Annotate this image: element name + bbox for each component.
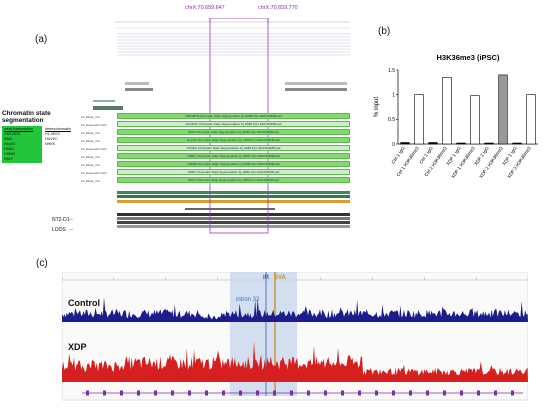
seg-bar-1: H1-hESC Chromatin State Segmentation by … — [117, 121, 350, 127]
legend-item: HSMM — [4, 152, 15, 156]
bar — [470, 95, 480, 145]
seg-side-label-3: 11_Weak_Txn — [81, 139, 101, 143]
gene-exon — [375, 390, 378, 396]
gene-exon — [358, 390, 361, 396]
gene-exon — [171, 390, 174, 396]
seg-bar-3: HepG2 Chromatin State Segmentation by HM… — [117, 137, 350, 143]
gene-exon — [205, 390, 208, 396]
legend-item: H1-hESC — [45, 132, 61, 136]
gene-exon — [409, 390, 412, 396]
y-tick-label: 1.5 — [388, 68, 395, 74]
panel-c-label: (c) — [36, 258, 48, 269]
gene-exon — [341, 390, 344, 396]
seg-bar-4: HUVEC Chromatin State Segmentation by HM… — [117, 145, 350, 151]
legend-item: NHEK — [45, 142, 55, 146]
bar — [498, 74, 508, 145]
igv-tracks — [62, 272, 528, 401]
gene-exon — [460, 390, 463, 396]
gene-exon — [392, 390, 395, 396]
y-tick-label: 0.5 — [388, 117, 395, 123]
bar — [414, 94, 424, 145]
gene-exon — [307, 390, 310, 396]
seg-side-label-4: 13_Heterochrom/lo — [81, 147, 107, 151]
gene-exon — [222, 390, 225, 396]
bar — [512, 142, 522, 145]
bar — [456, 142, 466, 145]
browser-header-svg — [93, 18, 350, 234]
seg-side-label-8: 11_Weak_Txn — [81, 179, 101, 183]
legend-col2-header: heterochromatin — [45, 127, 71, 131]
seg-side-label-5: 11_Weak_Txn — [81, 155, 101, 159]
seg-side-label-7: 13_Heterochrom/lo — [81, 171, 107, 175]
bar — [442, 77, 452, 145]
track-label-xdp: XDP — [68, 342, 87, 352]
legend-item: GM12878 — [4, 132, 20, 136]
seg-bar-2: K562 Chromatin State Segmentation by HMM… — [117, 129, 350, 135]
gene-exon — [188, 390, 191, 396]
y-tick-label: 1 — [392, 92, 395, 98]
gene-exon — [137, 390, 140, 396]
marker-right-label: chrX:70,659,770 — [258, 5, 298, 11]
seg-bar-5: HMEC Chromatin State Segmentation by HMM… — [117, 153, 350, 159]
xdp-coverage — [62, 341, 528, 382]
label-nt2d1: NT2-D1 — [52, 217, 70, 223]
legend-item: NHLF — [4, 157, 14, 161]
region-intron-label: intron 32 — [236, 297, 260, 303]
gene-exon — [273, 390, 276, 396]
legend-col1-header: weak transcription — [4, 127, 33, 131]
seg-side-label-2: 11_Weak_Txn — [81, 131, 101, 135]
chart-title: H3K36me3 (iPSC) — [437, 53, 500, 62]
seg-bar-7: NHEK Chromatin State Segmentation by HMM… — [117, 169, 350, 175]
seg-side-label-0: 11_Weak_Txn — [81, 115, 101, 119]
control-coverage — [62, 297, 528, 322]
gene-exon — [120, 390, 123, 396]
gene-exon — [103, 390, 106, 396]
seg-side-label-6: 11_Weak_Txn — [81, 163, 101, 167]
y-axis-label: % input — [374, 97, 380, 117]
legend-title: Chromatin state segmentation — [2, 110, 51, 124]
region-sva-label: SVA — [274, 275, 286, 281]
gene-exon — [86, 390, 89, 396]
label-arrows: → — [68, 216, 74, 222]
seg-bar-8: NHLF Chromatin State Segmentation by HMM… — [117, 177, 350, 183]
gene-exon — [494, 390, 497, 396]
region-ir-label: IR — [263, 275, 269, 281]
legend-item: HUVEC — [45, 137, 58, 141]
track-label-control: Control — [68, 298, 100, 308]
gene-exon — [443, 390, 446, 396]
bar — [428, 142, 438, 145]
gene-exon — [290, 390, 293, 396]
legend-item: K562 — [4, 137, 13, 141]
marker-left-label: chrX:70,659,647 — [185, 5, 225, 11]
chromatin-legend: Chromatin state segmentation weak transc… — [2, 110, 92, 163]
gene-exon — [477, 390, 480, 396]
gene-exon — [426, 390, 429, 396]
label-loos: LOOS — [52, 227, 66, 233]
gene-lines — [117, 33, 350, 56]
y-tick-label: 0 — [392, 142, 395, 148]
bar — [526, 94, 536, 145]
legend-item: HMEC — [4, 147, 15, 151]
seg-side-label-1: 13_Heterochrom/lo — [81, 123, 107, 127]
gene-exon — [511, 390, 514, 396]
bar — [484, 142, 494, 145]
label-arrows-2: → — [68, 226, 74, 232]
panel-a-label: (a) — [35, 34, 48, 45]
gene-exon — [154, 390, 157, 396]
bar — [400, 142, 410, 145]
seg-bar-6: HSMM Chromatin State Segmentation by HMM… — [117, 161, 350, 167]
gene-exon — [324, 390, 327, 396]
gene-exon — [256, 390, 259, 396]
gene-exon — [239, 390, 242, 396]
legend-item: HepG2 — [4, 142, 16, 146]
genome-browser-view: 11_Weak_Txn GM12878 Chromatin State Segm… — [81, 18, 355, 238]
legend-col-weak: weak transcription GM12878 K562 HepG2 HM… — [2, 126, 42, 163]
legend-col-hetero: heterochromatin H1-hESC HUVEC NHEK — [42, 126, 74, 163]
panel-b-label: (b) — [378, 26, 391, 37]
seg-bar-0: GM12878 Chromatin State Segmentation by … — [117, 113, 350, 119]
